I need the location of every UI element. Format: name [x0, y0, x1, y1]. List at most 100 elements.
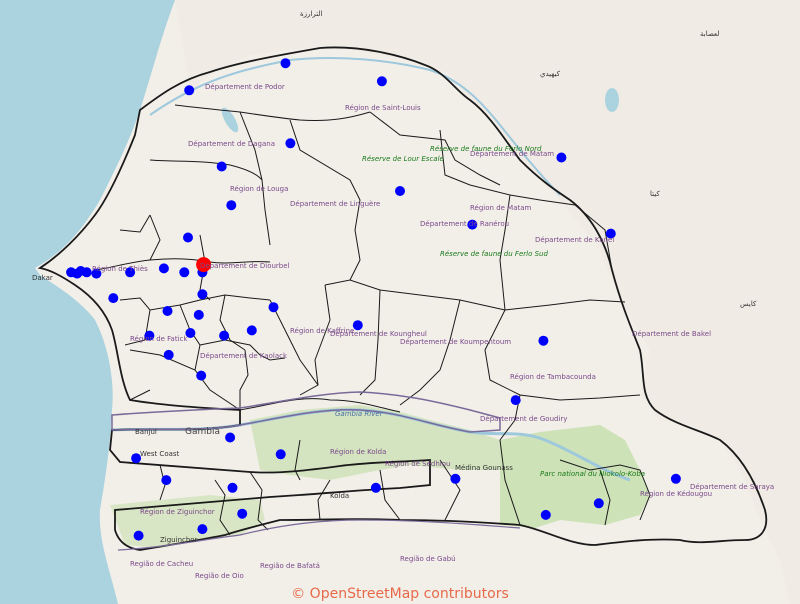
map-marker[interactable] [179, 267, 190, 278]
label-mali-2: كيتا [650, 190, 660, 198]
map-marker[interactable] [227, 482, 238, 493]
lake-guiers [221, 107, 239, 133]
map-marker[interactable] [219, 330, 230, 341]
label-region-kaffrine: Région de Kaffrine [290, 327, 355, 335]
map-marker[interactable] [216, 161, 227, 172]
highlight-layer [196, 257, 212, 273]
markers-layer [66, 58, 681, 541]
map-marker[interactable] [268, 302, 279, 313]
map-marker[interactable] [275, 449, 286, 460]
map-marker[interactable] [593, 498, 604, 509]
label-region-oio: Região de Oio [195, 572, 244, 580]
label-dept-matam: Département de Matam [470, 150, 555, 158]
map-marker[interactable] [510, 395, 521, 406]
map-marker[interactable] [162, 306, 173, 316]
label-region-tambacounda: Région de Tambacounda [510, 373, 596, 381]
label-gambia-river: Gambia River [335, 410, 383, 418]
map-marker[interactable] [237, 508, 248, 519]
lake-rkiz [605, 88, 619, 112]
map-marker[interactable] [467, 219, 478, 230]
label-region-bafata: Região de Bafatá [260, 562, 320, 570]
map-marker[interactable] [285, 138, 296, 149]
label-niokolo-koba: Parc national du Niokolo-Koba [540, 470, 646, 478]
map-marker[interactable] [538, 335, 549, 346]
senegal-river [149, 57, 561, 196]
gambia-border [111, 391, 501, 433]
map-marker[interactable] [352, 320, 363, 331]
label-west-coast: West Coast [140, 450, 180, 458]
label-region-cacheu: Região de Cacheu [130, 560, 194, 568]
label-dept-kanel: Département de Kanel [535, 236, 615, 244]
label-dept-koungheul: Département de Koungheul [330, 330, 427, 338]
map-marker[interactable] [161, 475, 172, 486]
map-marker[interactable] [125, 267, 136, 278]
label-dept-diourbel: Département de Diourbel [200, 262, 290, 270]
map-marker[interactable] [225, 432, 236, 443]
label-region-saint-louis: Région de Saint-Louis [345, 104, 421, 112]
label-region-fatick: Région de Fatick [130, 335, 188, 343]
map-marker[interactable] [197, 289, 208, 300]
label-region-louga: Région de Louga [230, 185, 289, 193]
label-region-kolda: Région de Kolda [330, 448, 387, 456]
map-marker[interactable] [450, 473, 461, 484]
map-attribution[interactable]: © OpenStreetMap contributors [291, 586, 509, 602]
map-marker[interactable] [193, 309, 204, 320]
guinea-bissau-border [117, 519, 521, 551]
label-ziguinchor: Ziguinchor [160, 536, 198, 544]
senegal-border [37, 46, 768, 551]
label-dept-goudiry: Département de Goudiry [480, 415, 568, 423]
label-region-matam: Région de Matam [470, 204, 532, 212]
map-marker[interactable] [246, 325, 257, 336]
map-marker[interactable] [370, 482, 381, 493]
label-dept-kaolack: Département de Kaolack [200, 352, 288, 360]
label-reserve-ferlo-sud: Réserve de faune du Ferlo Sud [440, 250, 548, 258]
label-region-ziguinchor: Région de Ziguinchor [140, 508, 215, 516]
map-marker[interactable] [185, 328, 196, 338]
map-marker[interactable] [226, 200, 237, 211]
label-dept-linguere: Département de Linguère [290, 200, 381, 208]
map-marker[interactable] [280, 58, 291, 69]
neighbor-countries [175, 0, 800, 604]
map-marker[interactable] [183, 232, 193, 243]
map-marker[interactable] [163, 349, 174, 360]
map-marker[interactable] [91, 268, 102, 279]
label-reserve-lour: Réserve de Lour Escale [362, 155, 444, 163]
map-marker[interactable] [670, 473, 681, 484]
map-marker[interactable] [131, 453, 142, 464]
ocean [0, 0, 175, 604]
label-dakar: Dakar [32, 274, 53, 282]
map-marker[interactable] [197, 524, 208, 535]
map-marker[interactable] [556, 152, 567, 163]
label-mali-1: كايس [740, 300, 757, 308]
map-marker[interactable] [81, 267, 92, 278]
label-region-gabu: Região de Gabú [400, 555, 456, 563]
map-marker[interactable] [133, 530, 144, 541]
map-marker[interactable] [184, 85, 195, 96]
label-mauritania-1: الترارزة [300, 10, 323, 18]
label-kolda: Kolda [330, 492, 350, 500]
label-mauritania-3: لعصابة [700, 30, 720, 38]
label-banjul: Banjul [135, 428, 157, 436]
map-marker[interactable] [395, 186, 405, 196]
map-marker[interactable] [158, 263, 169, 274]
map-marker-highlighted[interactable] [196, 257, 212, 273]
map-marker[interactable] [108, 293, 119, 304]
label-dept-ranerou: Département de Ranérou [420, 220, 510, 228]
label-reserve-ferlo-nord: Réserve de faune du Ferlo Nord [430, 145, 542, 153]
label-mauritania-2: كيهيدي [540, 70, 560, 78]
label-region-kedougou: Région de Kédougou [640, 490, 713, 498]
map-marker[interactable] [376, 76, 387, 87]
label-dept-bakel: Département de Bakel [632, 330, 712, 338]
park-niokolo-koba [500, 425, 650, 528]
label-medina-gounass: Médina Gounass [455, 464, 513, 472]
map-marker[interactable] [196, 370, 207, 381]
label-dept-dagana: Département de Dagana [188, 140, 276, 148]
label-gambia: Gambia [185, 427, 220, 437]
map-marker[interactable] [605, 228, 616, 239]
label-region-sedhiou: Région de Sédhiou [385, 460, 451, 468]
map-marker[interactable] [144, 330, 155, 341]
label-region-thies: Région de Thiès [92, 265, 148, 273]
map-marker[interactable] [540, 509, 551, 520]
